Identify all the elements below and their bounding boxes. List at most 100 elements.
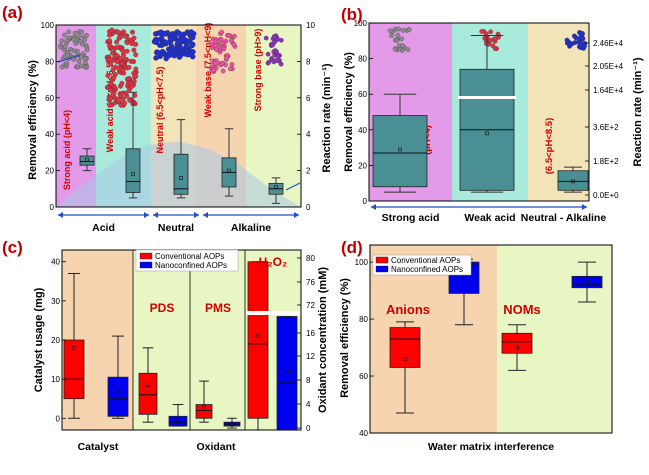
data-point xyxy=(172,49,178,56)
scatter-strong-base xyxy=(263,33,284,67)
data-point xyxy=(133,73,139,79)
box-nanoconfined-3 xyxy=(276,316,298,431)
data-point xyxy=(112,72,118,77)
panel-tag: (d) xyxy=(341,238,363,257)
data-point xyxy=(84,33,89,38)
data-point xyxy=(152,38,159,45)
y-tick-label: 40 xyxy=(358,126,367,135)
data-point xyxy=(114,59,120,65)
scatter-weak-acid xyxy=(104,27,139,108)
data-point xyxy=(488,29,494,35)
y2-tick-label: 16 xyxy=(306,329,315,338)
y-tick-label: 10 xyxy=(51,375,60,384)
y-tick-label: 80 xyxy=(45,57,54,66)
data-point xyxy=(66,29,72,35)
y2-axis-title: Reaction rate (min⁻¹) xyxy=(632,57,644,166)
data-point xyxy=(107,43,113,49)
panel-tag: (b) xyxy=(341,5,363,24)
region-label: Strong acid (pH<4) xyxy=(62,110,72,190)
group-label: Alkaline xyxy=(231,222,271,234)
box-mean xyxy=(72,346,76,350)
data-point xyxy=(218,37,224,42)
data-point xyxy=(127,97,133,103)
y-tick-label: 100 xyxy=(354,19,368,28)
box-conventional-2 xyxy=(195,380,213,423)
category-label: Neutral - Alkaline xyxy=(521,212,607,224)
group-arrow-head xyxy=(294,212,299,218)
data-point xyxy=(278,37,284,43)
data-point xyxy=(109,27,115,33)
y2-tick-label: 2.46E+4 xyxy=(593,39,624,48)
region-label: Strong base (pH>9) xyxy=(253,29,263,112)
legend-box xyxy=(372,254,472,276)
data-point xyxy=(190,34,196,41)
data-point xyxy=(488,37,493,43)
data-point xyxy=(117,56,123,62)
box-iqr xyxy=(125,148,141,193)
data-point xyxy=(128,58,134,64)
data-point xyxy=(263,35,269,41)
data-point xyxy=(212,60,218,66)
data-point xyxy=(108,95,114,101)
box-mean xyxy=(230,422,234,426)
data-point xyxy=(119,80,125,86)
data-point xyxy=(64,38,70,43)
y-tick-label: 100 xyxy=(355,258,369,267)
cat-arrow-head xyxy=(371,204,376,210)
box-conventional-0 xyxy=(63,272,85,419)
data-point xyxy=(129,41,135,47)
data-point xyxy=(120,48,126,54)
group-label: Catalyst xyxy=(78,441,119,453)
y-tick-label: 30 xyxy=(51,297,60,306)
data-point xyxy=(220,60,226,66)
box-iqr xyxy=(63,339,85,400)
data-point xyxy=(115,97,121,103)
data-point xyxy=(479,29,485,34)
data-point xyxy=(122,56,128,62)
y2-tick-label: 0 xyxy=(306,203,311,212)
scatter-weak-base xyxy=(208,29,238,74)
plot-frame xyxy=(368,22,590,202)
data-point xyxy=(564,37,570,43)
data-point xyxy=(271,59,277,65)
box-iqr xyxy=(107,376,129,417)
box-mean xyxy=(179,176,183,180)
data-point xyxy=(65,52,71,58)
data-point xyxy=(119,61,125,67)
data-point xyxy=(389,33,394,39)
arrow-left xyxy=(57,54,81,63)
y-axis-title: Removal efficiency (%) xyxy=(339,278,351,398)
data-point xyxy=(226,33,232,38)
data-point xyxy=(274,49,279,55)
data-point xyxy=(58,44,64,50)
data-point xyxy=(187,38,193,45)
data-point xyxy=(400,43,405,49)
scatter-strong-acid xyxy=(387,26,412,53)
data-point xyxy=(59,38,65,44)
data-point xyxy=(110,67,116,73)
data-point xyxy=(79,54,84,60)
data-point xyxy=(79,29,85,35)
y-tick-label: 80 xyxy=(359,315,368,324)
box-mean xyxy=(131,172,135,177)
data-point xyxy=(123,34,129,40)
data-point xyxy=(214,47,219,52)
box-nanoconfined-1 xyxy=(571,261,603,303)
group-arrow-head xyxy=(153,212,158,218)
data-point xyxy=(159,48,166,55)
annotation-pms: PMS xyxy=(205,301,231,315)
box-nanoconfined-1 xyxy=(168,404,188,427)
y2-tick-label: 4 xyxy=(306,400,311,409)
y2-tick-label: 12 xyxy=(306,352,315,361)
panel-b: (pH<4)(4<pH<6.5)(6.5<pH<8.5)020406080100… xyxy=(341,5,644,224)
group-label: Neutral xyxy=(158,222,194,234)
data-point xyxy=(395,32,401,38)
data-point xyxy=(82,37,88,43)
data-point xyxy=(133,52,139,58)
data-point xyxy=(131,47,137,53)
y2-tick-label: 8 xyxy=(306,57,311,66)
box-mean xyxy=(398,147,402,152)
data-point xyxy=(174,44,181,50)
box-mean xyxy=(571,179,575,184)
